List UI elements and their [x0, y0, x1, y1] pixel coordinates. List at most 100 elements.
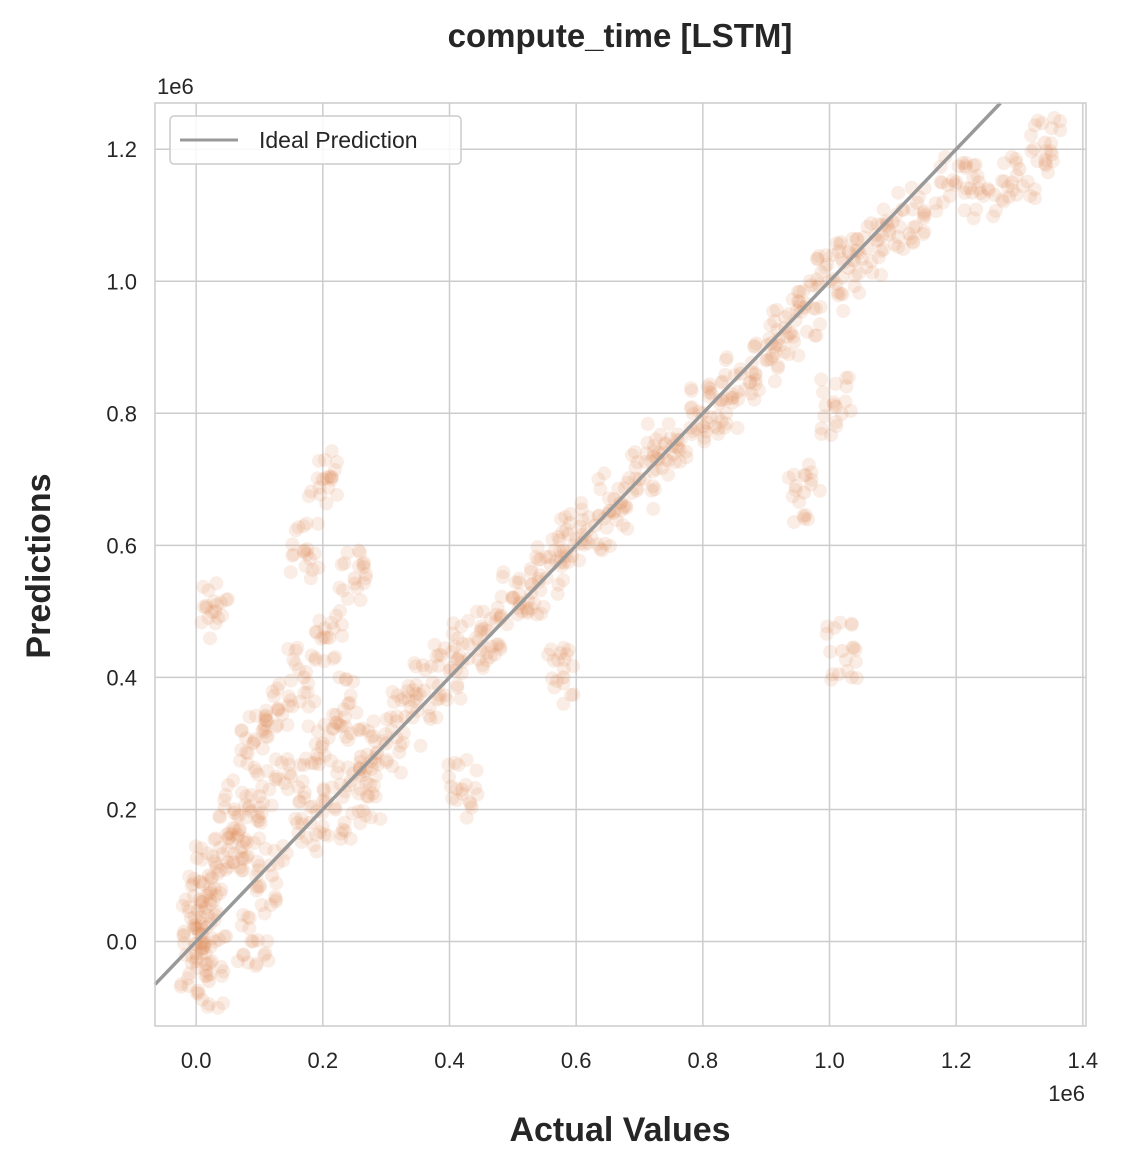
data-point	[834, 251, 849, 266]
data-point	[191, 983, 206, 998]
data-point	[462, 794, 477, 809]
data-point	[208, 616, 223, 631]
data-point	[1039, 158, 1054, 173]
data-point	[797, 511, 812, 526]
data-point	[809, 272, 824, 287]
data-point	[249, 883, 264, 898]
data-point	[324, 615, 339, 630]
data-point	[1027, 118, 1042, 133]
data-point	[203, 967, 218, 982]
data-point	[715, 374, 730, 389]
data-point	[1009, 168, 1024, 183]
data-point	[214, 882, 229, 897]
data-point	[351, 543, 366, 558]
data-point	[346, 674, 361, 689]
data-point	[253, 815, 268, 830]
data-point	[470, 787, 485, 802]
data-point	[864, 254, 879, 269]
data-point	[986, 209, 1001, 224]
data-point	[358, 571, 373, 586]
data-point	[309, 747, 324, 762]
data-point	[194, 852, 209, 867]
data-point	[324, 470, 339, 485]
data-point	[536, 599, 551, 614]
data-point	[213, 840, 228, 855]
data-point	[556, 676, 571, 691]
data-point	[366, 728, 381, 743]
data-point	[217, 800, 232, 815]
data-point	[207, 880, 222, 895]
data-point	[261, 953, 276, 968]
data-point	[512, 575, 527, 590]
data-point	[268, 752, 283, 767]
data-point	[814, 421, 829, 436]
data-point	[874, 243, 889, 258]
data-point	[254, 806, 269, 821]
data-point	[906, 220, 921, 235]
y-tick-label: 0.6	[106, 533, 137, 558]
axes-frame	[154, 102, 1087, 1027]
data-point	[353, 816, 368, 831]
data-point	[204, 870, 219, 885]
data-point	[206, 893, 221, 908]
data-point	[201, 908, 216, 923]
data-point	[363, 810, 378, 825]
data-point	[505, 591, 520, 606]
data-point	[271, 772, 286, 787]
data-point	[185, 949, 200, 964]
data-point	[258, 724, 273, 739]
points-layer	[173, 110, 1068, 1015]
data-point	[231, 827, 246, 842]
data-point	[438, 688, 453, 703]
y-tick-label: 1.2	[106, 137, 137, 162]
data-point	[203, 955, 218, 970]
data-point	[957, 185, 972, 200]
data-point	[1044, 121, 1059, 136]
data-point	[255, 796, 270, 811]
x-tick-label: 1.2	[941, 1048, 972, 1073]
data-point	[281, 757, 296, 772]
data-point	[229, 830, 244, 845]
data-point	[790, 284, 805, 299]
data-point	[561, 643, 576, 658]
data-point	[556, 661, 571, 676]
data-point	[349, 705, 364, 720]
data-point	[747, 392, 762, 407]
data-point	[698, 424, 713, 439]
data-point	[178, 892, 193, 907]
data-point	[194, 841, 209, 856]
data-point	[219, 592, 234, 607]
data-point	[315, 805, 330, 820]
data-point	[785, 489, 800, 504]
data-point	[385, 759, 400, 774]
data-point	[407, 694, 422, 709]
data-point	[697, 430, 712, 445]
data-point	[212, 932, 227, 947]
data-point	[212, 809, 227, 824]
data-point	[225, 855, 240, 870]
data-point	[546, 653, 561, 668]
data-point	[337, 824, 352, 839]
data-point	[305, 799, 320, 814]
data-point	[207, 832, 222, 847]
data-point	[393, 738, 408, 753]
data-point	[299, 830, 314, 845]
data-point	[454, 619, 469, 634]
data-point	[308, 653, 323, 668]
data-point	[1027, 141, 1042, 156]
data-point	[824, 672, 839, 687]
data-point	[684, 383, 699, 398]
data-point	[409, 686, 424, 701]
data-point	[408, 659, 423, 674]
data-point	[614, 503, 629, 518]
data-point	[403, 700, 418, 715]
data-point	[368, 768, 383, 783]
data-point	[201, 610, 216, 625]
data-point	[539, 550, 554, 565]
data-point	[226, 773, 241, 788]
data-point	[788, 479, 803, 494]
data-point	[294, 811, 309, 826]
data-point	[341, 733, 356, 748]
data-point	[257, 948, 272, 963]
data-point	[207, 854, 222, 869]
